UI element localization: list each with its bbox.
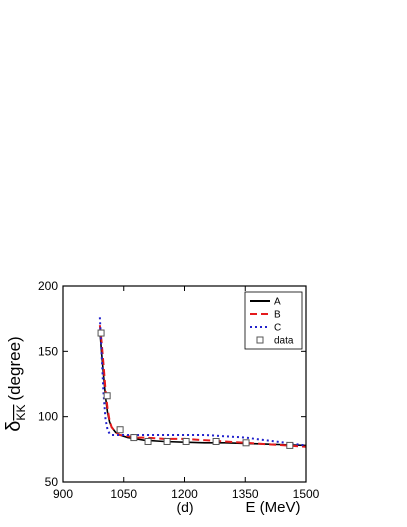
data-point xyxy=(144,437,152,445)
legend-label: data xyxy=(274,336,294,347)
data-point xyxy=(242,439,250,447)
data-point xyxy=(97,329,105,337)
legend-label: C xyxy=(274,323,281,334)
panel-label: (d) xyxy=(176,499,193,515)
y-tick-label: 150 xyxy=(38,344,58,358)
x-tick-label: 1500 xyxy=(293,487,320,501)
data-point xyxy=(116,426,124,434)
y-axis-label: δKK (degree) xyxy=(3,336,28,431)
data-point xyxy=(103,392,111,400)
data-point xyxy=(286,441,294,449)
y-tick-label: 200 xyxy=(38,279,58,293)
x-tick-label: 1050 xyxy=(110,487,137,501)
y-tick-label: 100 xyxy=(38,410,58,424)
data-point xyxy=(182,437,190,445)
data-point xyxy=(212,437,220,445)
x-tick-label: 900 xyxy=(53,487,73,501)
y-tick-label: 50 xyxy=(45,475,59,489)
plot-frame xyxy=(62,285,307,483)
legend-label: B xyxy=(274,310,281,321)
x-axis-label: E (MeV) xyxy=(245,499,300,516)
y-label-unit: (degree) xyxy=(5,336,24,400)
y-label-subscript: KK xyxy=(14,405,28,421)
legend-marker xyxy=(256,336,264,344)
x-tick-label: 1350 xyxy=(232,487,259,501)
x-tick-label: 1200 xyxy=(171,487,198,501)
data-point xyxy=(130,434,138,442)
y-label-symbol: δ xyxy=(3,421,25,432)
legend-label: A xyxy=(274,297,281,308)
data-point xyxy=(163,437,171,445)
